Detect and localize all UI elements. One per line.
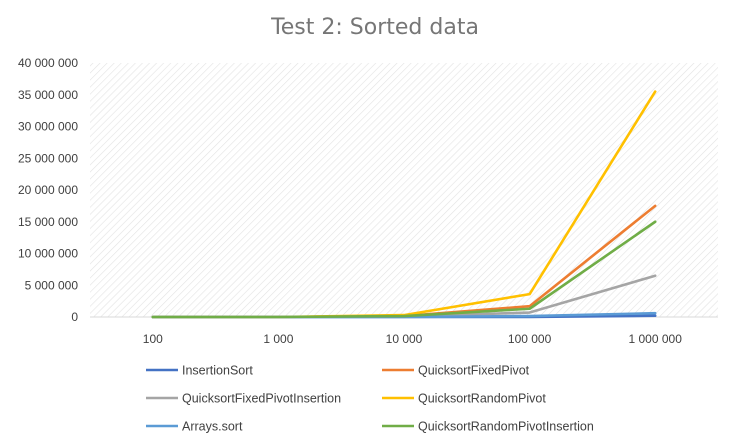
y-tick-label: 20 000 000 <box>18 183 78 197</box>
plot-area <box>90 63 718 317</box>
y-tick-label: 15 000 000 <box>18 215 78 229</box>
legend-label-quicksortrandompivot: QuicksortRandomPivot <box>418 392 546 406</box>
x-tick-label: 100 000 <box>508 332 552 346</box>
series-line-quicksortrandompivotinsertion <box>151 220 657 319</box>
legend-label-quicksortfixedpivot: QuicksortFixedPivot <box>418 364 530 378</box>
y-tick-label: 35 000 000 <box>18 88 78 102</box>
y-axis-ticks: 0 5 000 000 10 000 000 15 000 000 20 000 000… <box>18 56 78 324</box>
x-tick-label: 10 000 <box>386 332 423 346</box>
legend-label-quicksortrandompivotinsertion: QuicksortRandomPivotInsertion <box>418 420 594 434</box>
series-lines <box>151 90 657 319</box>
chart-title: Test 2: Sorted data <box>270 15 479 40</box>
legend: InsertionSort QuicksortFixedPivot Quicksor… <box>146 364 594 434</box>
legend-label-insertionsort: InsertionSort <box>182 364 253 378</box>
y-tick-label: 25 000 000 <box>18 151 78 165</box>
y-tick-label: 40 000 000 <box>18 56 78 70</box>
x-axis-ticks: 100 1 000 10 000 100 000 1 000 000 <box>143 332 682 346</box>
legend-label-arrays-sort: Arrays.sort <box>182 420 243 434</box>
y-tick-label: 10 000 000 <box>18 247 78 261</box>
x-tick-label: 1 000 000 <box>629 332 683 346</box>
x-tick-label: 100 <box>143 332 163 346</box>
y-tick-label: 5 000 000 <box>25 278 79 292</box>
legend-label-quicksortfixedpivotinsertion: QuicksortFixedPivotInsertion <box>182 392 341 406</box>
y-tick-label: 30 000 000 <box>18 120 78 134</box>
y-tick-label: 0 <box>71 310 78 324</box>
x-tick-label: 1 000 <box>263 332 293 346</box>
